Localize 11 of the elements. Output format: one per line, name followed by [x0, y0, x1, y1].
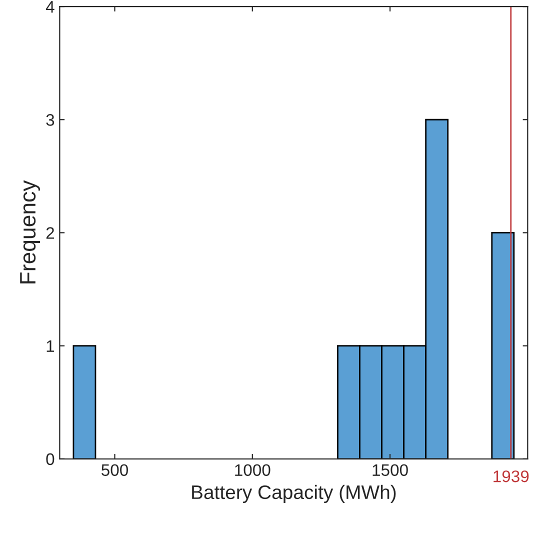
ref-line-label: 1939: [494, 470, 529, 482]
y-axis-title: Frequency: [20, 180, 40, 284]
y-tick-label: 3: [46, 114, 54, 126]
x-tick-label: 500: [102, 464, 128, 476]
y-tick-label: 4: [46, 1, 54, 13]
y-tick-label: 2: [46, 227, 54, 239]
y-tick-label: 1: [46, 340, 54, 352]
y-tick-label: 0: [46, 453, 54, 466]
x-tick-label: 1500: [372, 464, 408, 476]
x-axis-title: Battery Capacity (MWh): [192, 484, 396, 503]
x-tick-label: 1000: [235, 464, 270, 476]
